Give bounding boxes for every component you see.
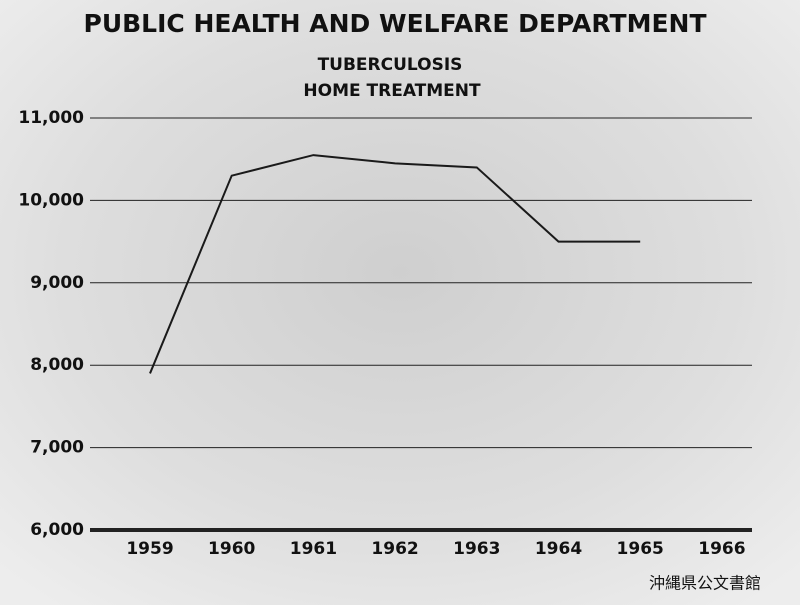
y-tick-label: 8,000 [30,355,84,375]
y-tick-label: 11,000 [18,108,84,128]
x-tick-label: 1963 [453,539,500,559]
x-tick-label: 1962 [371,539,418,559]
chart-subtitle: HOME TREATMENT [303,81,481,101]
x-tick-label: 1966 [698,539,745,559]
x-tick-label: 1965 [617,539,664,559]
x-tick-label: 1959 [126,539,173,559]
x-tick-label: 1964 [535,539,582,559]
y-tick-label: 7,000 [30,438,84,458]
data-line [149,154,641,374]
chart-title: PUBLIC HEALTH AND WELFARE DEPARTMENT [84,9,707,38]
y-tick-label: 10,000 [18,190,84,210]
y-tick-label: 9,000 [30,273,84,293]
chart-subtitle: TUBERCULOSIS [318,55,463,75]
x-tick-label: 1960 [208,539,255,559]
x-tick-label: 1961 [290,539,337,559]
watermark: 沖縄県公文書館 [649,574,761,593]
y-tick-label: 6,000 [30,520,84,540]
